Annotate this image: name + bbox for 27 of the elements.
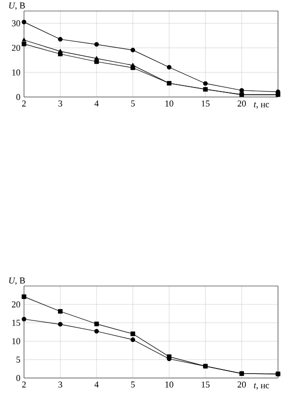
y-tick-label: 30 — [12, 20, 20, 26]
x-tick-label: 5 — [131, 100, 135, 106]
x-tick-label: 4 — [94, 382, 99, 388]
y-tick-label: 20 — [12, 301, 20, 308]
y-tick-label: 0 — [16, 374, 20, 382]
x-tick-label: 20 — [238, 382, 246, 388]
x-axis-title: t, нс — [254, 102, 270, 109]
x-tick-label: 15 — [202, 100, 210, 107]
y-tick-label: 10 — [12, 338, 20, 344]
y-tick-label: 0 — [16, 94, 20, 100]
y-tick-label: 20 — [12, 44, 20, 51]
x-tick-label: 20 — [238, 100, 246, 107]
x-tick-label: 4 — [94, 100, 99, 106]
y-tick-label: 10 — [12, 69, 20, 76]
x-tick-label: 3 — [58, 382, 62, 388]
x-axis-title: t, нс — [254, 383, 270, 390]
x-tick-label: 3 — [58, 100, 62, 107]
y-axis-title: U, В — [9, 278, 25, 285]
x-tick-label: 10 — [165, 100, 174, 107]
x-tick-label: 2 — [22, 382, 26, 388]
x-tick-label: 15 — [202, 382, 210, 388]
x-tick-label: 2 — [22, 100, 26, 106]
y-tick-label: 5 — [16, 356, 20, 363]
y-axis-title: U, В — [9, 2, 25, 10]
x-tick-label: 10 — [165, 382, 174, 388]
x-tick-label: 5 — [131, 382, 135, 388]
y-tick-label: 15 — [12, 320, 20, 326]
